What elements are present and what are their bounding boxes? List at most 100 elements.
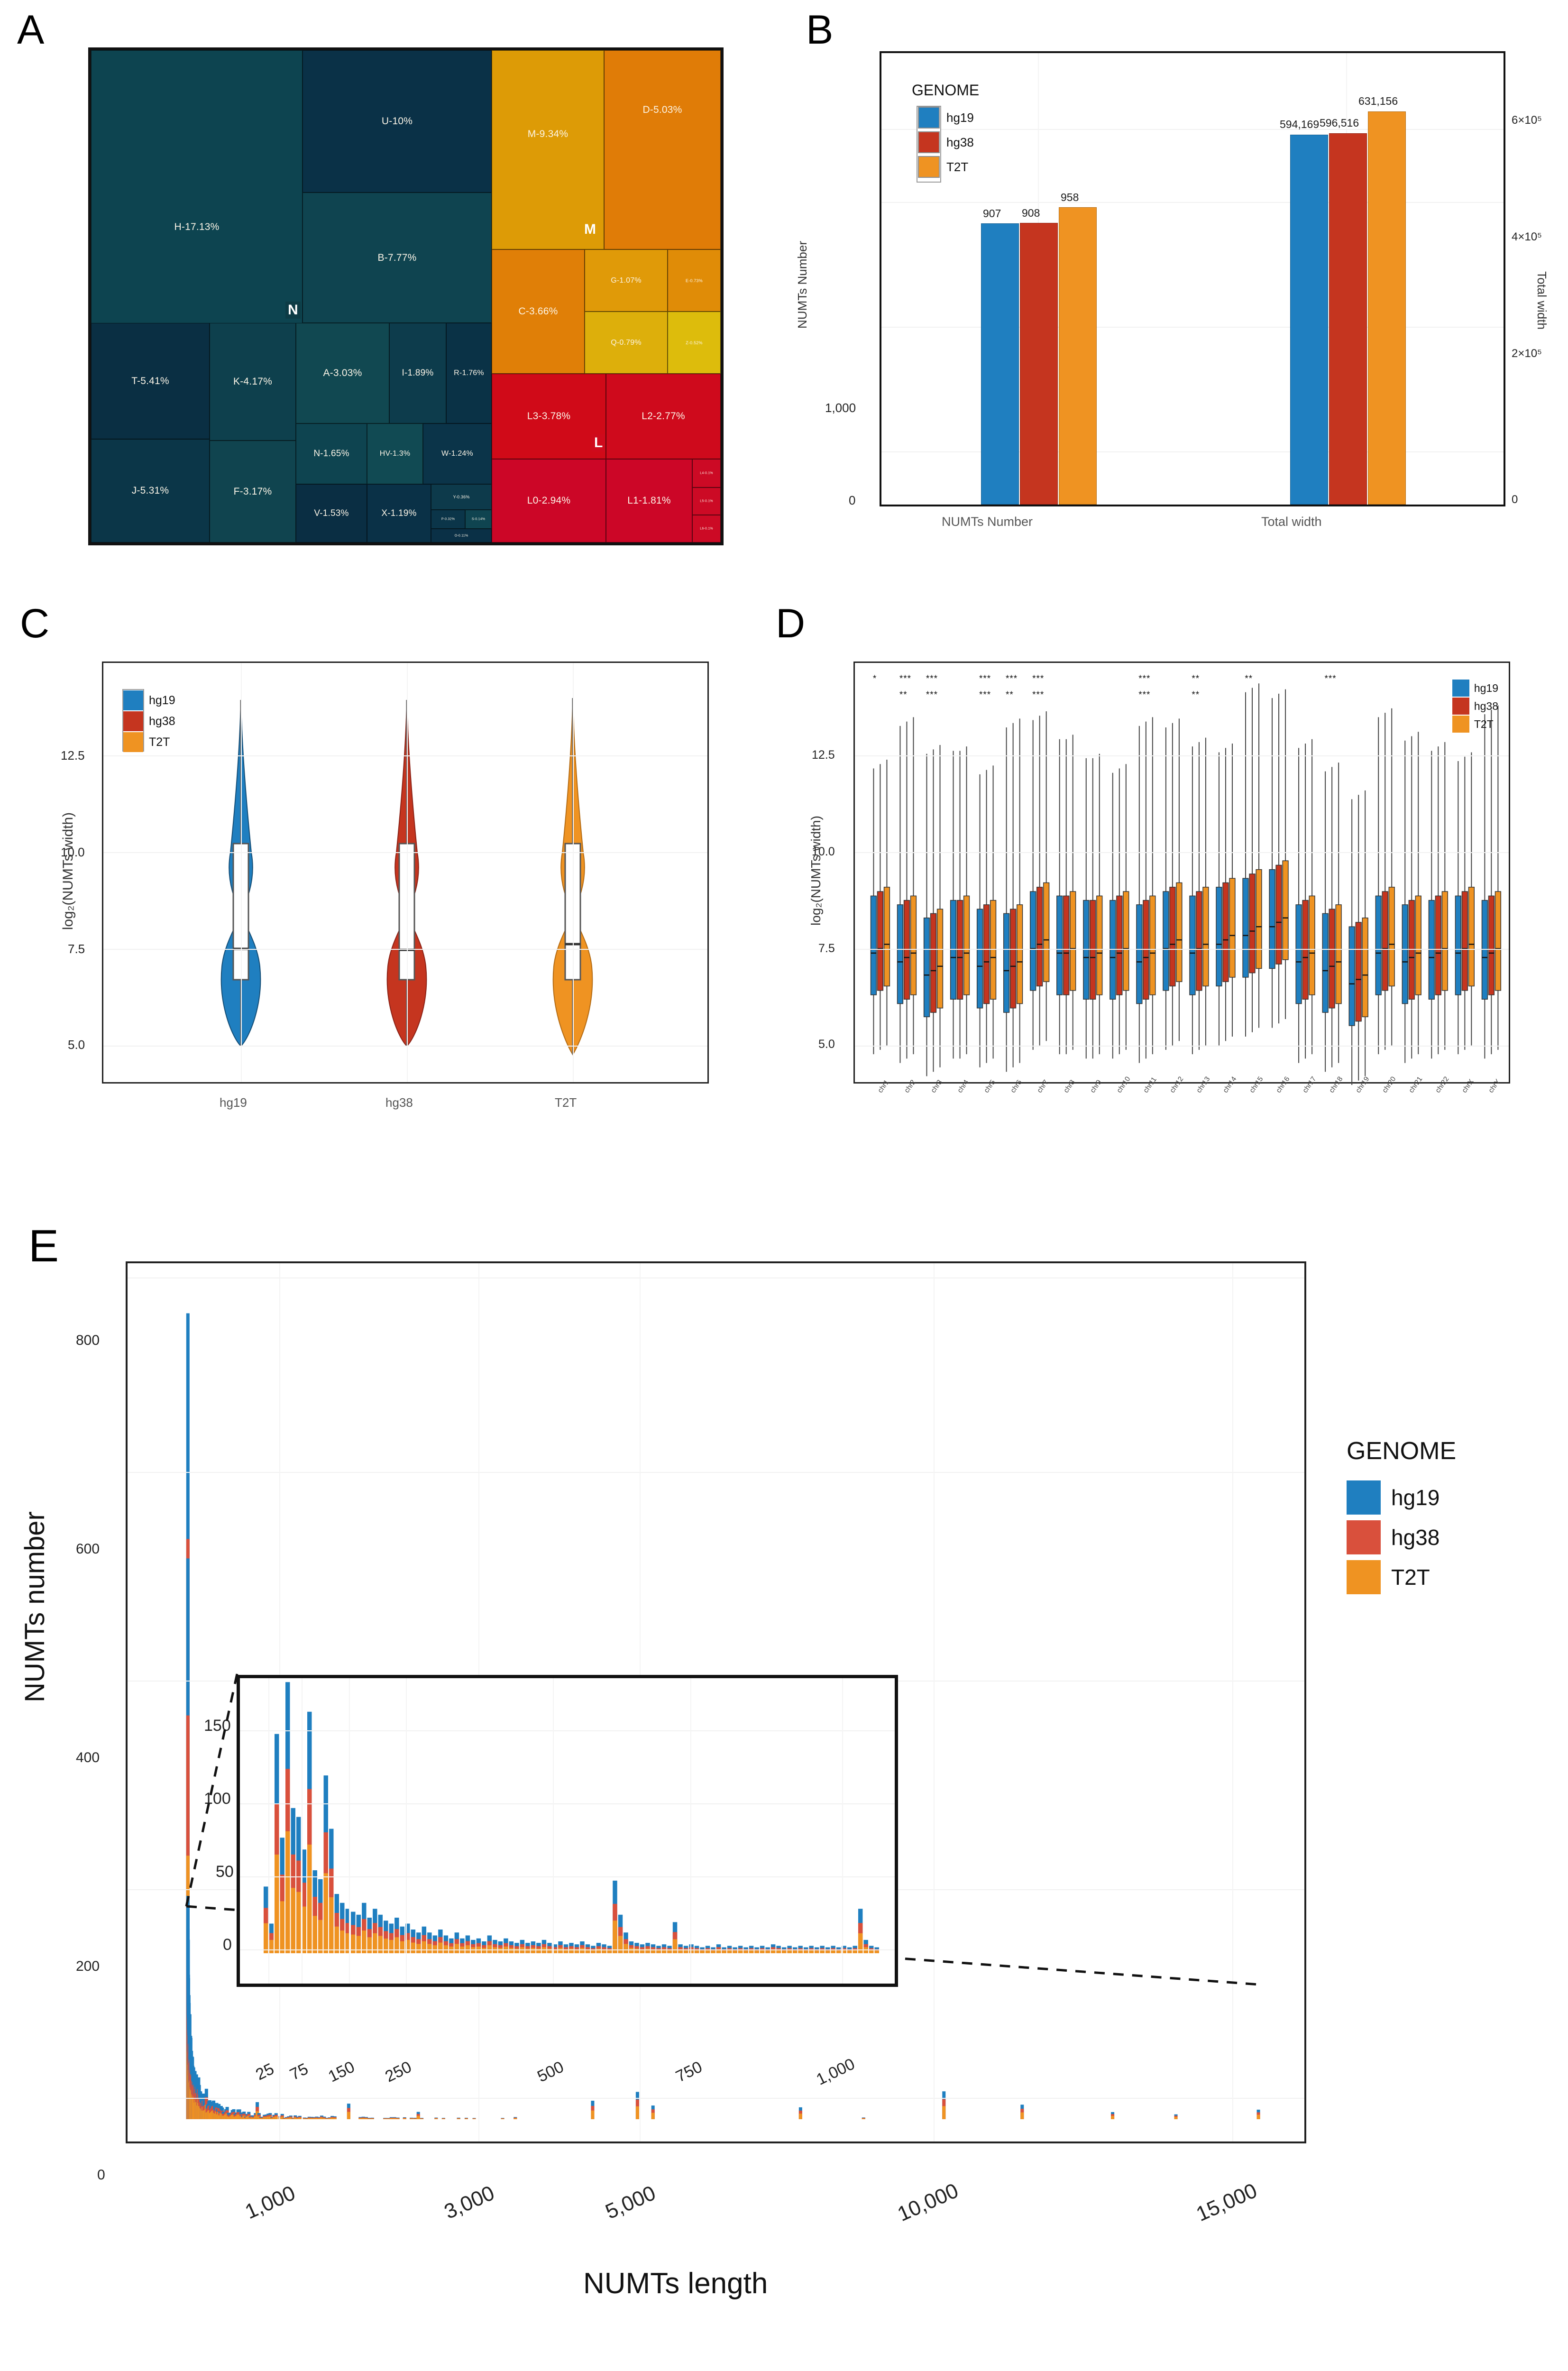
treemap-cell-L3[interactable]: L3-3.78% [492,374,606,459]
ytick-e-200: 200 [76,1958,100,1974]
legend-label-e-hg19: hg19 [1391,1485,1440,1510]
treemap-cell-P[interactable]: P-0.32% [431,510,465,529]
sig-mark-chr11-0: *** [1138,674,1151,684]
treemap-cell-V[interactable]: V-1.53% [296,484,367,542]
sig-mark-chr3-0: *** [926,674,938,684]
treemap-cell-E[interactable]: E-0.73% [668,249,721,312]
treemap-label-A: A-3.03% [323,368,362,378]
treemap-group-tag-N: N [285,302,301,319]
bar-hg19-width[interactable] [1290,135,1328,505]
legend-label-e-hg38: hg38 [1391,1525,1440,1550]
bar-label-t2t-width: 631,156 [1358,95,1398,107]
panel-letter-b: B [806,7,834,53]
legend-swatch-d-hg19[interactable] [1452,680,1469,697]
legend-swatch-e-t2t[interactable] [1347,1560,1381,1594]
treemap-cell-HV[interactable]: HV-1.3% [367,423,423,484]
treemap-label-I: I-1.89% [402,368,434,378]
bar-t2t-width[interactable] [1368,111,1406,505]
bar-label-hg19-numts: 907 [983,207,1001,220]
treemap-cell-N[interactable]: N-1.65% [296,423,367,484]
legend-swatch-e-hg19[interactable] [1347,1480,1381,1515]
bar-hg19-numts[interactable] [981,223,1019,505]
treemap-cell-G[interactable]: G-1.07% [585,249,668,312]
treemap-label-L2: L2-2.77% [642,411,685,422]
panel-c-violin: hg19 hg38 T2T [102,662,709,1084]
legend-label-d-t2t: T2T [1474,717,1494,730]
legend-swatch-e-hg38[interactable] [1347,1520,1381,1554]
inset-ytick-50: 50 [216,1863,234,1881]
panel-letter-d: D [776,601,806,646]
treemap-cell-L6[interactable]: L6-0.1% [692,515,721,542]
treemap-cell-A[interactable]: A-3.03% [296,323,389,423]
bar-hg38-width[interactable] [1329,133,1367,505]
treemap-cell-O[interactable]: O-0.11% [431,529,492,542]
xtick-e-5000: 5,000 [602,2181,660,2224]
xtick-e-3000: 3,000 [440,2181,498,2224]
treemap-cell-Y[interactable]: Y-0.36% [431,484,492,510]
treemap-label-E: E-0.73% [686,278,703,283]
treemap-cell-S[interactable]: S-0.14% [465,510,492,529]
bar-hg38-numts[interactable] [1020,223,1058,505]
treemap-cell-C[interactable]: C-3.66% [492,249,585,374]
xtick-c-hg38: hg38 [385,1095,413,1110]
sig-mark-chr2-0: *** [899,674,912,684]
treemap-cell-M[interactable]: M-9.34% [492,50,604,249]
ytick-c-50: 5.0 [68,1038,85,1052]
sig-mark-chr15-0: ** [1245,674,1253,684]
ytick-b-1000: 1,000 [825,401,856,415]
legend-label-e-t2t: T2T [1391,1565,1430,1590]
treemap-label-L1: L1-1.81% [627,495,671,506]
ytick-b-0: 0 [849,493,856,507]
xtick-e-10000: 10,000 [894,2178,962,2226]
ylabel-e: NUMTs number [19,1511,50,1702]
legend-label-hg19: hg19 [946,110,974,125]
sig-mark-chr11-1: *** [1138,690,1151,700]
legend-swatch-d-t2t[interactable] [1452,716,1469,733]
treemap-label-L0: L0-2.94% [527,495,571,506]
legend-swatch-hg19[interactable] [918,107,940,129]
ytick-c-100: 10.0 [61,845,85,859]
treemap-cell-J[interactable]: J-5.31% [91,439,210,542]
legend-label-t2t: T2T [946,159,969,174]
treemap-cell-L5[interactable]: L5-0.1% [692,487,721,515]
treemap-cell-L2[interactable]: L2-2.77% [606,374,721,459]
treemap-cell-U[interactable]: U-10% [303,50,492,193]
panel-letter-a: A [17,7,45,53]
ylabel-c: log₂(NUMTs width) [60,812,76,930]
chr-tick-labels: chr1 chr2 chr3 chr4 chr5 chr6 chr7 chr8 chr9 chr1… [853,1075,1510,1152]
xtick-c-hg19: hg19 [220,1095,247,1110]
significance-marks: * *** ** *** *** *** *** *** ** *** *** *** *** ** ** *… [853,662,1510,851]
treemap-cell-I[interactable]: I-1.89% [389,323,446,423]
sig-mark-chr7-0: *** [1032,674,1045,684]
treemap-cell-B[interactable]: B-7.77% [303,193,492,323]
treemap-cell-Q[interactable]: Q-0.79% [585,312,668,374]
treemap-cell-Z[interactable]: Z-0.52% [668,312,721,374]
treemap-cell-L0[interactable]: L0-2.94% [492,459,606,542]
legend-swatch-t2t[interactable] [918,156,940,178]
bar-t2t-numts[interactable] [1059,207,1097,505]
legend-swatch-c-t2t[interactable] [123,732,143,752]
ytick-c-125: 12.5 [61,748,85,763]
inset-histogram [237,1675,898,1987]
sig-mark-chr18-0: *** [1324,674,1337,684]
treemap-cell-W[interactable]: W-1.24% [423,423,492,484]
treemap-label-R: R-1.76% [454,369,484,377]
legend-label-c-hg19: hg19 [149,693,175,707]
legend-swatch-d-hg38[interactable] [1452,698,1469,715]
sig-mark-chr5-0: *** [979,674,991,684]
sig-mark-chr6-1: ** [1006,690,1014,700]
panel-letter-e: E [28,1221,59,1271]
legend-swatch-c-hg38[interactable] [123,711,143,731]
treemap-cell-L4[interactable]: L4-0.1% [692,459,721,487]
treemap-cell-L1[interactable]: L1-1.81% [606,459,692,542]
legend-swatch-hg38[interactable] [918,131,940,153]
treemap-label-V: V-1.53% [314,508,349,518]
legend-swatch-c-hg19[interactable] [123,690,143,710]
panel-e-histogram [126,1261,1306,2143]
treemap-cell-R[interactable]: R-1.76% [446,323,492,423]
treemap-cell-D[interactable]: D-5.03% [604,50,721,249]
treemap-cell-K[interactable]: K-4.17% [210,323,296,441]
treemap-cell-F[interactable]: F-3.17% [210,441,296,542]
treemap-cell-T[interactable]: T-5.41% [91,323,210,439]
treemap-cell-X[interactable]: X-1.19% [367,484,431,542]
